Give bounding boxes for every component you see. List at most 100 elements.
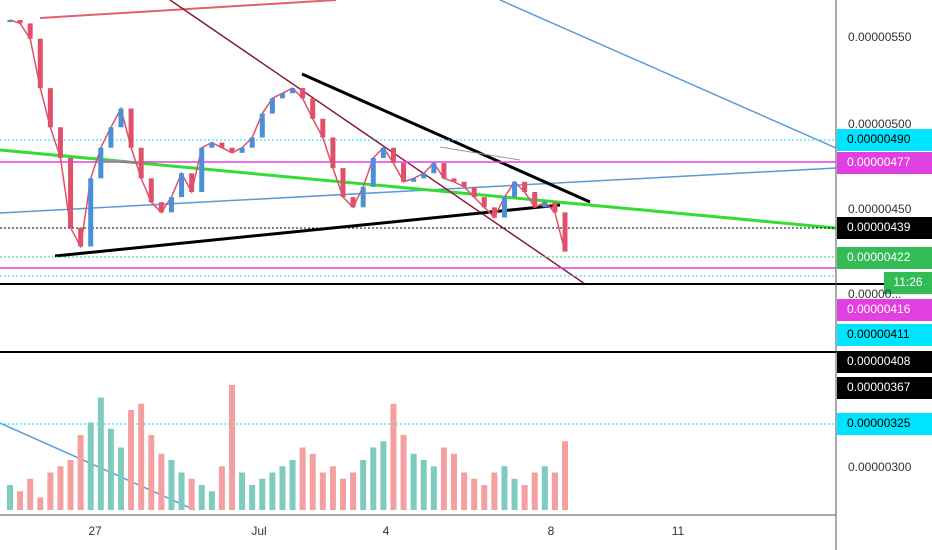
volume-bar — [440, 447, 447, 510]
volume-bar — [138, 403, 145, 510]
candle — [68, 157, 74, 228]
volume-bar — [7, 485, 13, 510]
candle — [259, 113, 265, 138]
price-badge-bg — [837, 299, 932, 321]
candle — [411, 178, 417, 182]
candle — [340, 168, 346, 198]
volume-bar — [299, 447, 306, 510]
candle — [552, 202, 558, 213]
volume-bar — [289, 460, 296, 510]
volume-bar — [97, 397, 104, 510]
candle — [522, 181, 528, 192]
price-badge-bg — [837, 413, 932, 435]
candle — [199, 147, 205, 192]
volume-bar — [340, 478, 346, 510]
candle — [27, 23, 33, 39]
price-badge: 0.00000411 — [847, 327, 910, 341]
candle — [88, 178, 94, 247]
volume-bar — [329, 466, 336, 510]
candle — [512, 181, 518, 198]
candle — [310, 98, 316, 119]
volume-bar — [521, 485, 528, 510]
volume-bar — [27, 478, 34, 510]
volume-bar — [128, 410, 135, 510]
volume-bar — [47, 472, 54, 510]
candle — [209, 142, 215, 148]
price-badge-bg — [837, 217, 932, 239]
volume-bar — [451, 453, 457, 510]
price-badge: 0.00000416 — [847, 302, 911, 316]
volume-bar — [481, 485, 488, 510]
price-badge: 0.00000422 — [847, 250, 911, 264]
volume-bar — [420, 460, 427, 510]
price-badge: 0.00000367 — [847, 380, 911, 394]
candle — [471, 186, 477, 198]
volume-bar — [360, 460, 367, 510]
volume-bar — [107, 428, 114, 510]
candle — [370, 157, 376, 187]
price-axis-label: 0.00000500 — [848, 117, 912, 131]
price-badge: 0.00000408 — [847, 354, 911, 368]
candle — [380, 147, 386, 158]
volume-bar — [57, 466, 64, 510]
candle — [279, 93, 285, 99]
price-badge: 0.00000477 — [847, 155, 911, 169]
volume-bar — [400, 435, 407, 510]
price-badge-bg — [837, 152, 932, 174]
volume-bar — [168, 460, 175, 510]
price-axis-label: 0.00000... — [848, 287, 901, 301]
candle — [441, 163, 447, 179]
price-badge: 11:26 — [893, 275, 922, 289]
candle — [320, 118, 326, 138]
candle — [481, 197, 487, 208]
candle — [78, 227, 84, 247]
price-axis-label: 0.00000450 — [848, 202, 912, 216]
price-badge: 0.00000325 — [847, 416, 911, 430]
candle — [290, 88, 296, 94]
candle — [229, 147, 235, 153]
time-axis-label: Jul — [251, 524, 266, 538]
volume-bar — [309, 453, 316, 510]
candle — [451, 178, 457, 182]
time-axis-label: 4 — [383, 524, 390, 538]
candle — [158, 202, 164, 213]
volume-bar — [279, 466, 286, 510]
candle — [138, 147, 144, 179]
candle — [57, 127, 63, 158]
volume-bar — [239, 472, 246, 510]
candle — [491, 207, 497, 218]
price-axis-label: 0.00000300 — [848, 460, 912, 474]
volume-bar — [551, 472, 558, 510]
candle — [421, 173, 427, 179]
volume-bar — [17, 491, 24, 510]
candle — [168, 197, 174, 213]
candle — [128, 108, 134, 148]
price-badge-bg — [837, 129, 932, 151]
volume-bar — [229, 385, 235, 510]
volume-bar — [87, 422, 94, 510]
candle — [532, 191, 538, 208]
volume-bar — [430, 466, 437, 510]
volume-bar — [471, 478, 478, 510]
candle — [401, 163, 407, 182]
volume-bar — [118, 447, 124, 510]
time-axis-label: 8 — [548, 524, 555, 538]
candle — [118, 108, 124, 128]
price-axis-label: 0.00000550 — [848, 30, 912, 44]
time-axis-label: 27 — [88, 524, 102, 538]
volume-bar — [501, 466, 508, 510]
candle — [542, 202, 548, 208]
volume-bar — [188, 478, 195, 510]
volume-bar — [390, 403, 397, 510]
price-badge-bg — [837, 247, 932, 269]
candle — [37, 38, 43, 89]
candle — [269, 98, 275, 114]
volume-bar — [37, 497, 44, 510]
candle — [501, 197, 507, 218]
candle — [390, 147, 396, 164]
candle — [108, 127, 114, 148]
volume-bar — [562, 441, 568, 510]
price-badge: 0.00000490 — [847, 132, 911, 146]
candle — [148, 178, 154, 203]
